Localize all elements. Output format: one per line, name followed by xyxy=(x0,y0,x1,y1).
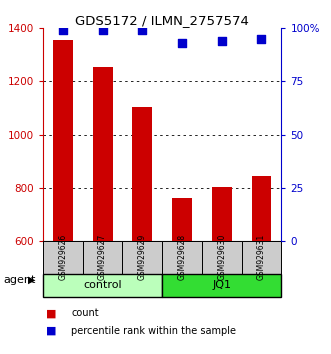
Bar xyxy=(162,274,281,297)
Bar xyxy=(122,241,162,274)
Text: GSM929626: GSM929626 xyxy=(58,234,68,280)
Text: GSM929631: GSM929631 xyxy=(257,234,266,280)
Bar xyxy=(242,241,281,274)
Point xyxy=(259,36,264,42)
Bar xyxy=(53,40,73,241)
Point xyxy=(100,28,105,33)
Bar xyxy=(132,107,152,241)
Text: GSM929627: GSM929627 xyxy=(98,234,107,280)
Bar xyxy=(83,241,122,274)
Bar xyxy=(172,198,192,241)
Text: percentile rank within the sample: percentile rank within the sample xyxy=(71,326,236,336)
Bar xyxy=(202,241,242,274)
Text: count: count xyxy=(71,308,99,318)
Bar xyxy=(93,67,113,241)
Text: control: control xyxy=(83,280,122,291)
Point xyxy=(60,28,66,33)
Bar xyxy=(43,274,162,297)
Bar xyxy=(43,241,83,274)
Title: GDS5172 / ILMN_2757574: GDS5172 / ILMN_2757574 xyxy=(75,14,249,27)
Bar xyxy=(162,241,202,274)
Text: ■: ■ xyxy=(46,308,57,318)
Text: agent: agent xyxy=(3,275,36,285)
Bar xyxy=(212,187,232,241)
Text: JQ1: JQ1 xyxy=(212,280,231,291)
Bar xyxy=(252,176,271,241)
Text: GSM929628: GSM929628 xyxy=(177,234,187,280)
Point xyxy=(140,28,145,33)
Point xyxy=(179,40,185,46)
Text: GSM929630: GSM929630 xyxy=(217,234,226,280)
Point xyxy=(219,38,224,44)
Text: ■: ■ xyxy=(46,326,57,336)
Text: ▶: ▶ xyxy=(28,275,36,285)
Text: GSM929629: GSM929629 xyxy=(138,234,147,280)
